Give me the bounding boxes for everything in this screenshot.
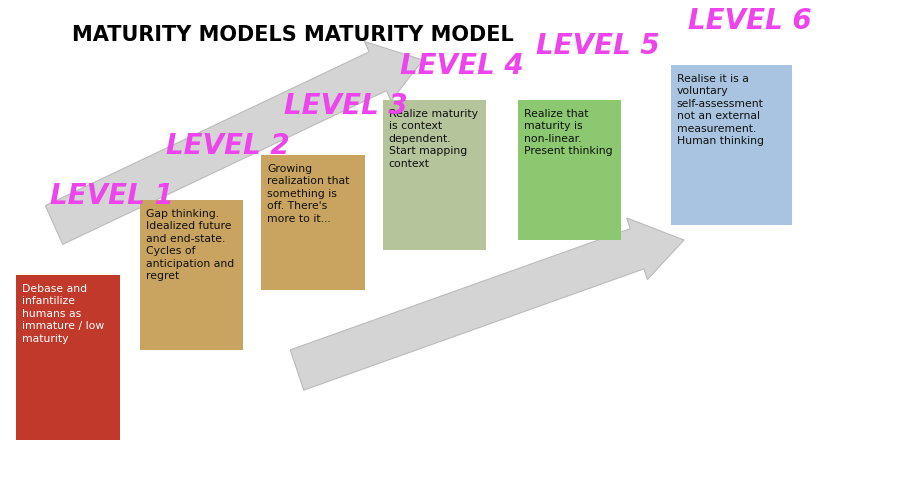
Text: LEVEL 5: LEVEL 5	[536, 32, 659, 60]
Text: LEVEL 4: LEVEL 4	[400, 52, 524, 80]
Text: LEVEL 3: LEVEL 3	[284, 92, 407, 120]
Text: Debase and
infantilize
humans as
immature / low
maturity: Debase and infantilize humans as immatur…	[22, 284, 104, 344]
Text: LEVEL 1: LEVEL 1	[50, 182, 173, 210]
Text: Realise it is a
voluntary
self-assessment
not an external
measurement.
Human thi: Realise it is a voluntary self-assessmen…	[677, 74, 764, 146]
Text: LEVEL 2: LEVEL 2	[166, 132, 290, 160]
FancyBboxPatch shape	[518, 100, 621, 240]
Polygon shape	[290, 218, 684, 390]
Text: Realize maturity
is context
dependent.
Start mapping
context: Realize maturity is context dependent. S…	[389, 109, 478, 168]
Text: Realize that
maturity is
non-linear.
Present thinking: Realize that maturity is non-linear. Pre…	[524, 109, 612, 156]
Polygon shape	[45, 42, 423, 244]
FancyBboxPatch shape	[382, 100, 486, 250]
Text: MATURITY MODELS MATURITY MODEL: MATURITY MODELS MATURITY MODEL	[72, 25, 514, 45]
FancyBboxPatch shape	[261, 155, 365, 290]
FancyBboxPatch shape	[670, 65, 792, 225]
Text: Growing
realization that
something is
off. There's
more to it...: Growing realization that something is of…	[267, 164, 350, 224]
FancyBboxPatch shape	[16, 275, 120, 440]
Text: Gap thinking.
Idealized future
and end-state.
Cycles of
anticipation and
regret: Gap thinking. Idealized future and end-s…	[146, 209, 234, 281]
FancyBboxPatch shape	[140, 200, 243, 350]
Text: LEVEL 6: LEVEL 6	[688, 7, 812, 35]
